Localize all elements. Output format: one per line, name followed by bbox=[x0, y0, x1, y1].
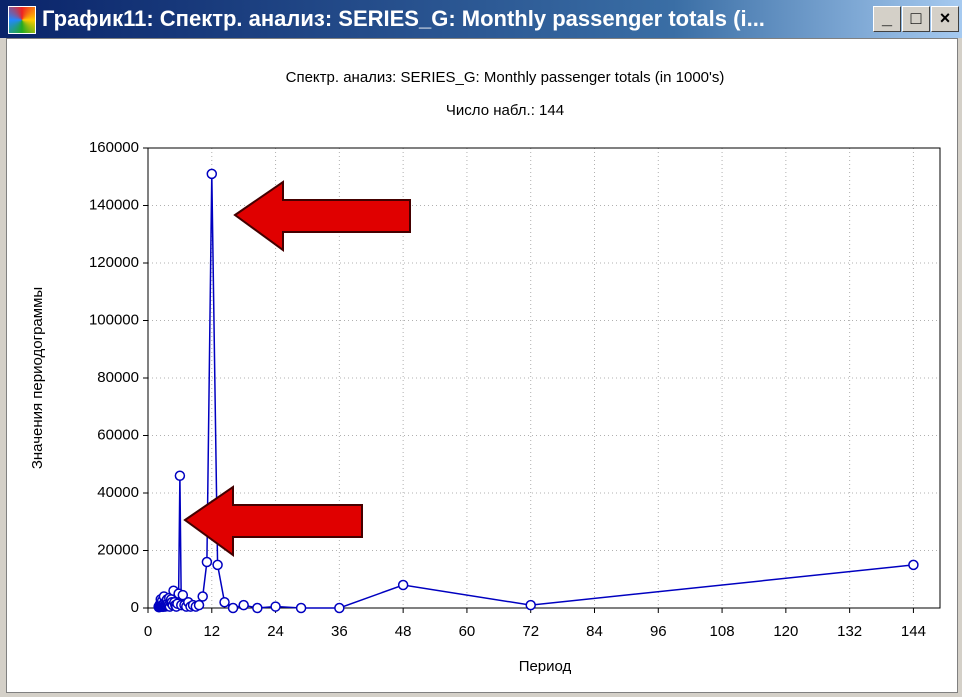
x-tick-label: 48 bbox=[395, 623, 412, 640]
maximize-button[interactable]: □ bbox=[902, 6, 930, 32]
data-point bbox=[397, 579, 409, 591]
y-tick-label: 80000 bbox=[97, 369, 139, 386]
x-tick-label: 72 bbox=[522, 623, 539, 640]
x-axis-label: Период bbox=[519, 658, 572, 675]
x-tick-label: 24 bbox=[267, 623, 284, 640]
chart-subtitle: Число набл.: 144 bbox=[446, 102, 564, 119]
data-point bbox=[174, 470, 186, 481]
y-tick-label: 160000 bbox=[89, 139, 139, 156]
chart-title: Спектр. анализ: SERIES_G: Monthly passen… bbox=[286, 69, 725, 86]
y-tick-label: 60000 bbox=[97, 426, 139, 443]
x-tick-label: 132 bbox=[837, 623, 862, 640]
y-axis-label: Значения периодограммы bbox=[29, 287, 46, 469]
x-tick-label: 144 bbox=[901, 623, 926, 640]
data-point bbox=[525, 599, 536, 611]
data-point bbox=[227, 602, 239, 614]
y-tick-label: 0 bbox=[131, 599, 139, 616]
x-tick-label: 120 bbox=[773, 623, 798, 640]
data-point bbox=[193, 599, 205, 611]
app-icon bbox=[8, 6, 36, 34]
data-point bbox=[270, 601, 281, 612]
data-point bbox=[197, 591, 208, 602]
y-tick-label: 40000 bbox=[97, 484, 139, 501]
x-tick-label: 60 bbox=[459, 623, 476, 640]
title-bar: График11: Спектр. анализ: SERIES_G: Mont… bbox=[0, 0, 962, 38]
data-point bbox=[295, 602, 307, 614]
x-tick-label: 96 bbox=[650, 623, 667, 640]
x-tick-label: 0 bbox=[144, 623, 152, 640]
data-point bbox=[908, 559, 919, 571]
x-tick-label: 108 bbox=[710, 623, 735, 640]
y-tick-label: 140000 bbox=[89, 196, 139, 213]
data-point bbox=[252, 602, 263, 614]
y-tick-label: 20000 bbox=[97, 541, 139, 558]
minimize-button[interactable]: _ bbox=[873, 6, 901, 32]
data-point bbox=[177, 589, 189, 601]
data-point bbox=[238, 599, 249, 611]
chart-panel bbox=[6, 38, 958, 693]
x-tick-label: 36 bbox=[331, 623, 348, 640]
close-button[interactable]: × bbox=[931, 6, 959, 32]
data-point bbox=[201, 556, 213, 568]
plot-frame bbox=[147, 147, 941, 609]
x-tick-label: 12 bbox=[203, 623, 220, 640]
data-point bbox=[212, 559, 223, 571]
series-line bbox=[157, 173, 914, 610]
data-point bbox=[334, 602, 345, 614]
x-tick-label: 84 bbox=[586, 623, 603, 640]
window-title: График11: Спектр. анализ: SERIES_G: Mont… bbox=[42, 6, 765, 31]
y-tick-label: 120000 bbox=[89, 254, 139, 271]
data-point bbox=[206, 168, 218, 180]
y-tick-label: 100000 bbox=[89, 311, 139, 328]
data-point bbox=[219, 597, 230, 608]
